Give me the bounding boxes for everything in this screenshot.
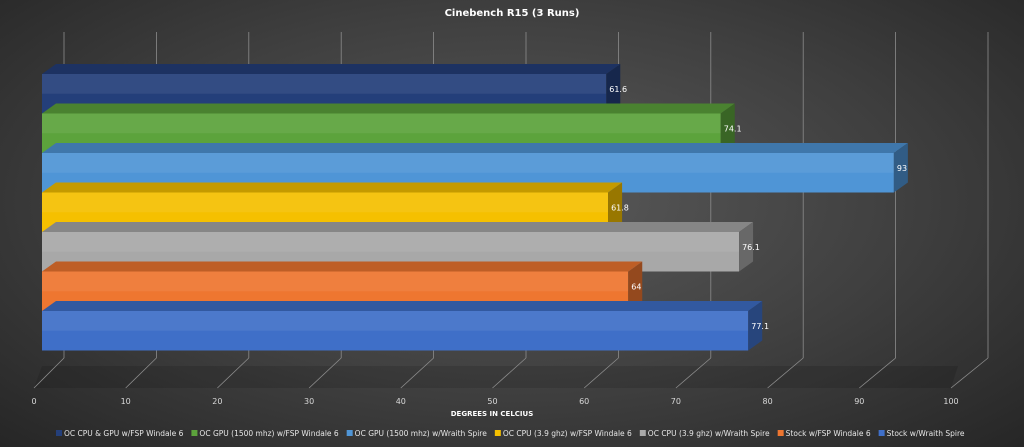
x-tick-label: 80 xyxy=(763,397,773,406)
x-tick-label: 100 xyxy=(943,397,958,406)
bar-sheen xyxy=(42,74,607,94)
bar-side-face xyxy=(628,261,643,311)
data-label: 61.6 xyxy=(609,85,627,94)
bar-sheen xyxy=(42,153,894,173)
legend-label: Stock w/Wraith Spire xyxy=(887,429,965,438)
legend-swatch xyxy=(878,430,885,436)
bar-side-face xyxy=(893,143,908,193)
bar-top-face xyxy=(42,261,643,272)
legend-item: OC CPU (3.9 ghz) w/FSP Windale 6 xyxy=(494,429,632,438)
legend-swatch xyxy=(346,430,353,436)
gridline-floor xyxy=(308,357,342,389)
bar-sheen xyxy=(42,192,609,213)
x-axis-ticks: 0 10 20 30 40 50 60 70 80 90 100 xyxy=(31,397,958,406)
bar-side-face xyxy=(720,103,735,153)
legend-swatch xyxy=(191,430,198,436)
x-axis-title: DEGREES IN CELCIUS xyxy=(451,410,534,418)
bar-sheen xyxy=(42,271,629,292)
bar-top-face xyxy=(42,222,754,232)
gridline-floor xyxy=(675,357,712,389)
gridline-floor xyxy=(950,357,989,389)
legend-item: OC GPU (1500 mhz) w/FSP Windale 6 xyxy=(191,429,339,438)
legend-item: OC CPU & GPU w/FSP Windale 6 xyxy=(56,429,184,438)
bar-sheen xyxy=(42,113,721,134)
legend-label: OC CPU (3.9 ghz) w/FSP Windale 6 xyxy=(503,429,632,438)
gridline-floor xyxy=(492,357,527,389)
gridline-floor xyxy=(33,357,65,389)
chart-floor xyxy=(34,366,958,388)
bar-top-face xyxy=(42,182,623,193)
data-label: 61.8 xyxy=(611,203,629,212)
chart-title: Cinebench R15 (3 Runs) xyxy=(445,8,580,19)
gridline-floor xyxy=(400,357,434,389)
bar-side-face xyxy=(739,222,754,272)
legend-swatch xyxy=(494,430,501,436)
gridline-floor xyxy=(125,357,157,389)
data-label: 77.1 xyxy=(751,322,769,331)
data-label: 74.1 xyxy=(724,124,742,133)
legend-item: OC GPU (1500 mhz) w/Wraith Spire xyxy=(346,429,488,438)
legend-swatch xyxy=(639,430,646,436)
legend-item: Stock w/Wraith Spire xyxy=(878,429,965,438)
x-tick-label: 40 xyxy=(396,397,406,406)
legend-label: OC CPU & GPU w/FSP Windale 6 xyxy=(64,429,184,438)
x-tick-label: 70 xyxy=(671,397,681,406)
data-label: 64 xyxy=(631,282,641,291)
bar-side-face xyxy=(606,64,621,114)
x-tick-label: 0 xyxy=(31,397,36,406)
x-tick-label: 90 xyxy=(854,397,864,406)
x-tick-label: 50 xyxy=(487,397,497,406)
x-tick-label: 20 xyxy=(212,397,222,406)
bar-sheen xyxy=(42,232,740,252)
data-label: 93 xyxy=(897,164,907,173)
bar-side-face xyxy=(608,182,623,232)
bar-top-face xyxy=(42,301,763,311)
legend-label: OC GPU (1500 mhz) w/FSP Windale 6 xyxy=(199,429,338,438)
legend-item: Stock w/FSP Windale 6 xyxy=(777,429,871,438)
data-label: 76.1 xyxy=(742,243,760,252)
gridline-floor xyxy=(767,357,804,389)
x-tick-label: 60 xyxy=(579,397,589,406)
bar-group: 61.6 74.1 93 61.8 76.1 64 77.1 xyxy=(42,64,908,351)
legend-item: OC CPU (3.9 ghz) w/Wraith Spire xyxy=(639,429,770,438)
x-tick-label: 10 xyxy=(121,397,131,406)
gridline-floor xyxy=(583,357,619,389)
bar-top-face xyxy=(42,103,735,114)
bar-front-face xyxy=(42,311,749,351)
bar-sheen xyxy=(42,311,749,331)
gridline-floor xyxy=(859,357,896,389)
legend-label: Stock w/FSP Windale 6 xyxy=(786,429,871,438)
legend-swatch xyxy=(777,430,784,436)
bar-top-face xyxy=(42,143,908,153)
bar-top-face xyxy=(42,64,621,74)
gridline-floor xyxy=(217,357,250,389)
bar: 77.1 xyxy=(42,301,769,351)
bar-side-face xyxy=(748,301,763,351)
legend-label: OC CPU (3.9 ghz) w/Wraith Spire xyxy=(648,429,770,438)
x-tick-label: 30 xyxy=(304,397,314,406)
legend-swatch xyxy=(56,430,62,436)
legend: OC CPU & GPU w/FSP Windale 6 OC GPU (1500… xyxy=(56,429,965,438)
legend-label: OC GPU (1500 mhz) w/Wraith Spire xyxy=(355,429,488,438)
